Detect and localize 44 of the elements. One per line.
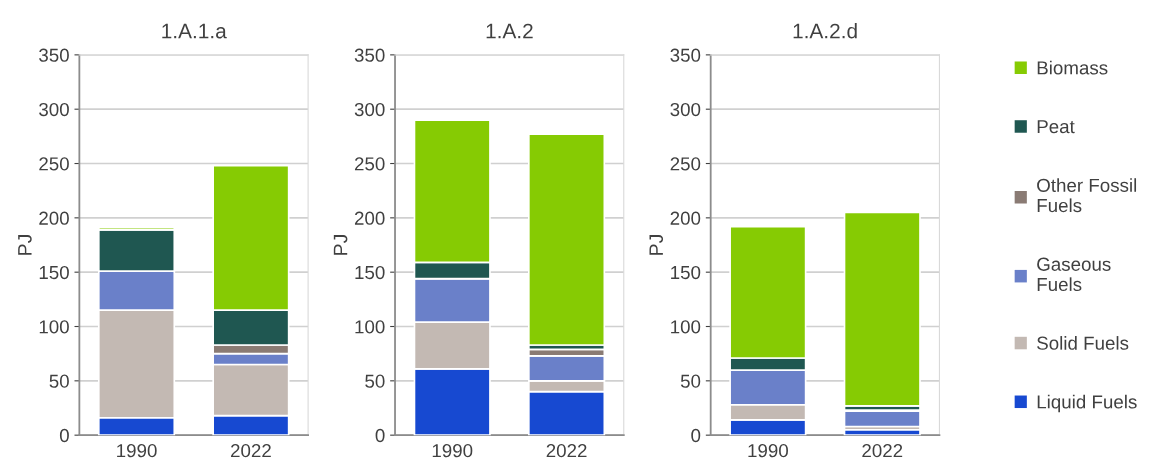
y-tick-label: 200 [354, 211, 385, 225]
y-tick-label: 100 [355, 320, 385, 334]
x-tick-label: 2022 [231, 443, 271, 458]
legend-label: Biomass [1037, 60, 1108, 75]
y-tick-label: 150 [671, 265, 701, 280]
legend-label: Other Fossil Fuels [1037, 178, 1137, 213]
y-tick-label: 300 [39, 102, 69, 117]
y-tick-label: 350 [354, 48, 385, 62]
y-tick-label: 200 [670, 211, 701, 225]
x-tick-label: 2022 [546, 443, 587, 458]
legend-label: Solid Fuels [1037, 336, 1129, 350]
chart-title: 1.A.2.d [793, 23, 857, 39]
y-tick-label: 300 [354, 102, 385, 117]
chart-title: 1.A.1.a [162, 23, 227, 39]
legend-label: Gaseous Fuels [1037, 257, 1111, 292]
y-tick-label: 200 [39, 211, 69, 225]
y-tick-label: 250 [354, 157, 385, 171]
x-tick-label: 1990 [748, 443, 788, 458]
y-tick-label: 100 [671, 320, 701, 334]
bar [843, 211, 921, 407]
y-tick-label: 150 [355, 265, 385, 280]
legend-label: Liquid Fuels [1037, 394, 1137, 413]
y-tick-label: 50 [49, 374, 69, 388]
y-tick-label: 50 [365, 374, 385, 388]
y-tick-label: 100 [39, 320, 69, 334]
y-tick-label: 300 [670, 102, 701, 117]
y-tick-label: 250 [670, 157, 701, 171]
legend-label: Peat [1037, 120, 1075, 134]
y-axis-title: PJ [649, 235, 664, 255]
y-tick-label: 50 [680, 374, 701, 388]
y-tick-label: 150 [39, 265, 69, 280]
bar [528, 133, 606, 346]
y-axis-title: PJ [333, 235, 348, 255]
chart-title: 1.A.2 [486, 23, 533, 39]
x-tick-label: 1990 [432, 443, 473, 458]
y-tick-label: 350 [39, 48, 69, 62]
x-tick-label: 1990 [117, 443, 157, 458]
y-tick-label: 250 [39, 157, 69, 171]
y-tick-label: 350 [670, 48, 701, 62]
y-axis-title: PJ [18, 235, 32, 255]
y-tick-label: 0 [59, 428, 69, 443]
x-tick-label: 2022 [862, 443, 903, 458]
y-tick-label: 0 [375, 428, 385, 443]
y-tick-label: 0 [691, 428, 701, 443]
